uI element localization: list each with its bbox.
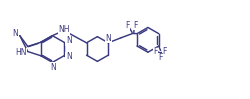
Text: F: F (157, 53, 162, 62)
Text: N: N (105, 34, 111, 43)
Text: F: F (162, 48, 166, 56)
Text: NH: NH (58, 25, 70, 34)
Text: N: N (66, 36, 71, 45)
Text: N: N (12, 29, 18, 38)
Text: F: F (152, 48, 157, 56)
Text: F: F (133, 21, 137, 30)
Text: F: F (125, 21, 130, 30)
Text: N: N (50, 63, 55, 72)
Text: HN: HN (15, 48, 27, 57)
Text: N: N (66, 52, 71, 61)
